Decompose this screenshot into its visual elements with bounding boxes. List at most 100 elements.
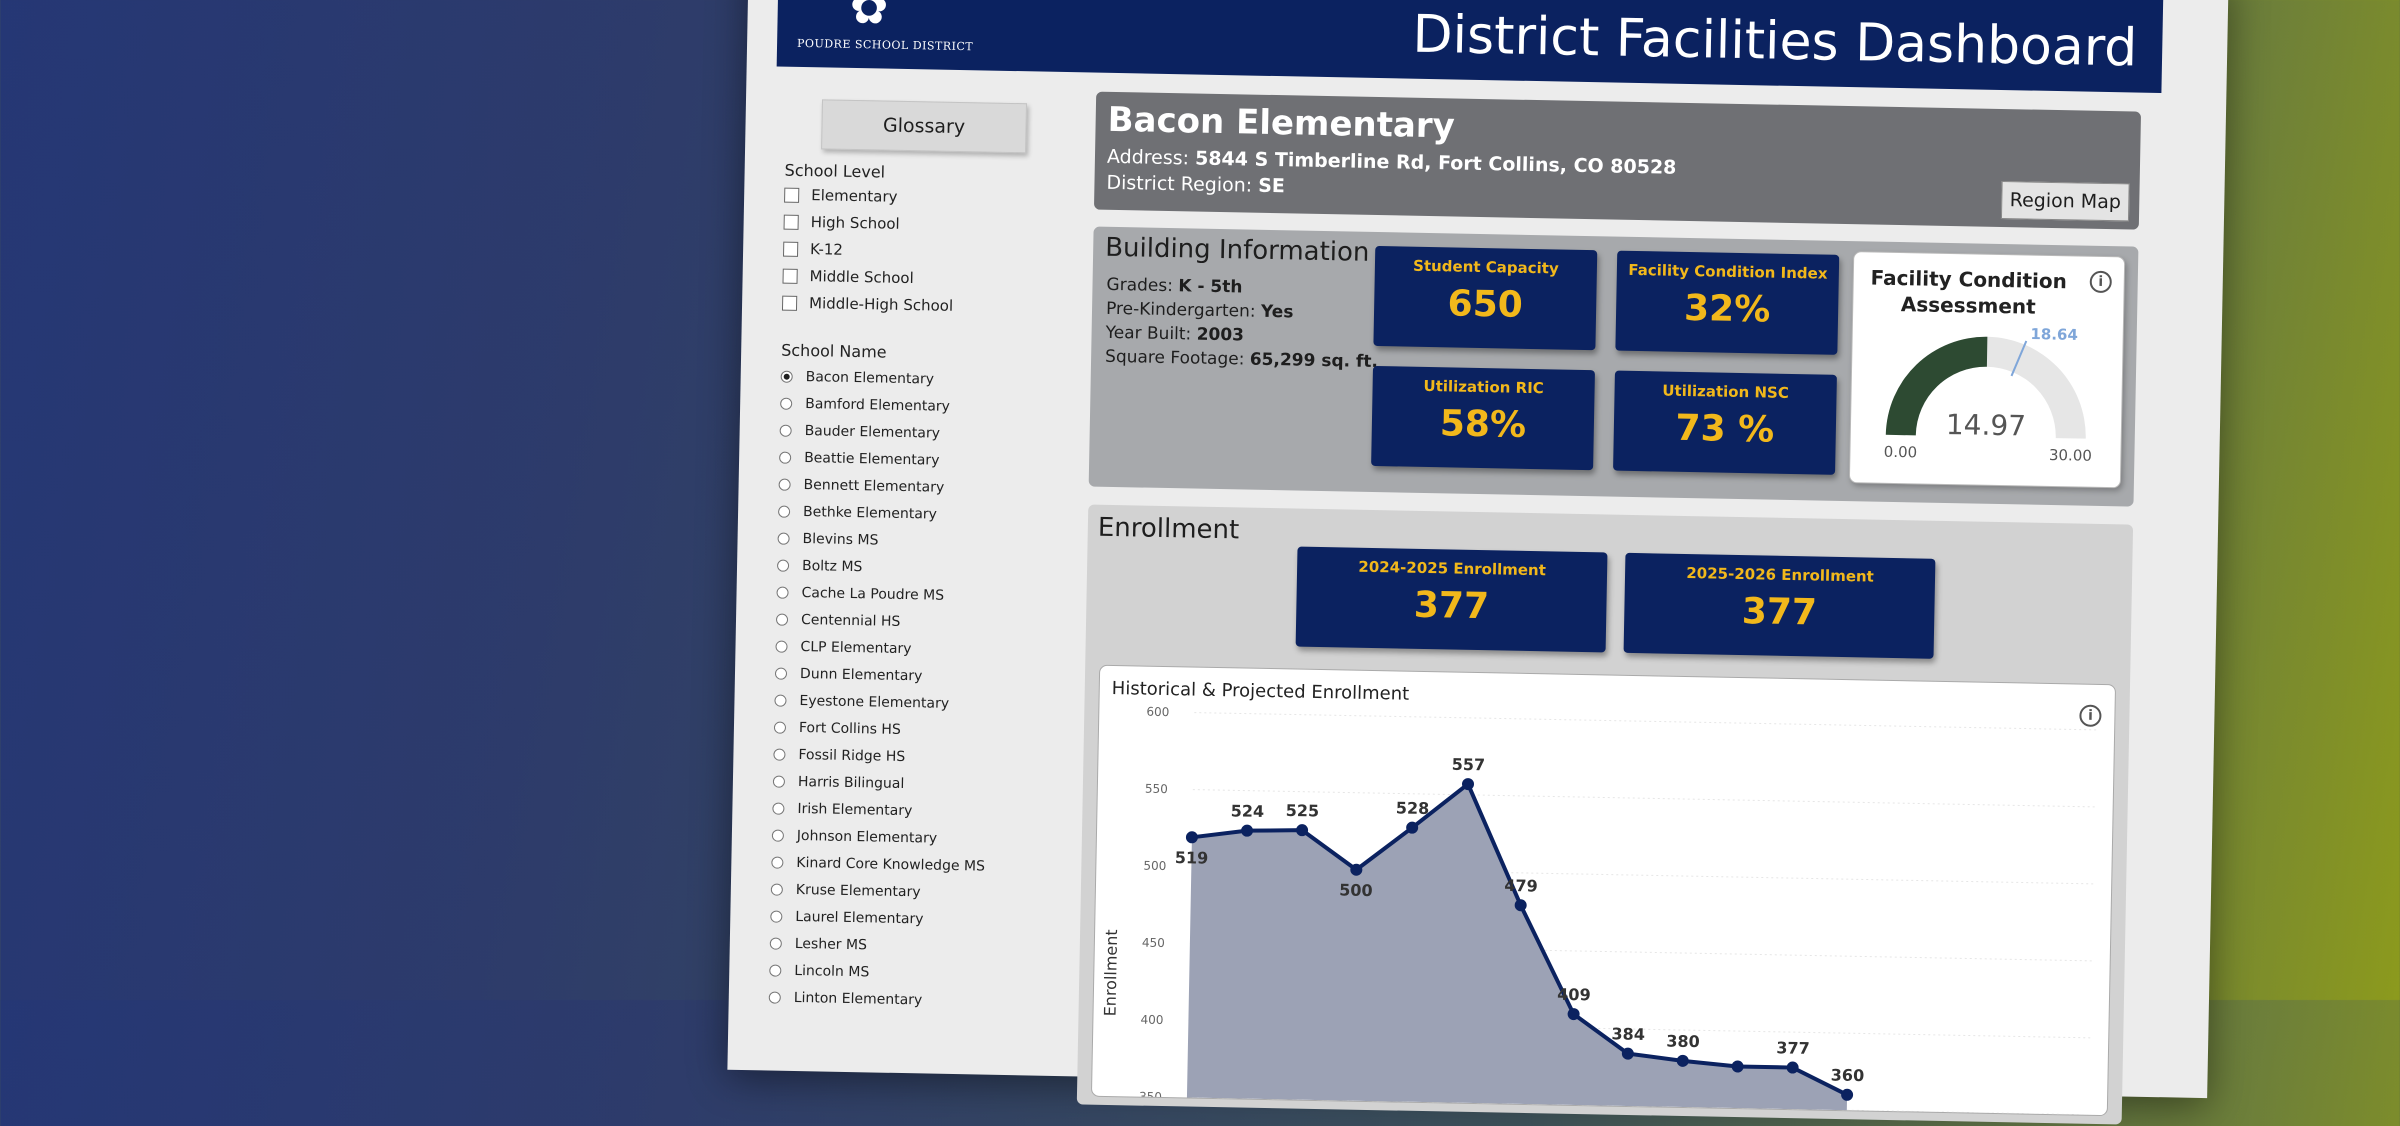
radio-button[interactable]	[779, 451, 792, 464]
glossary-button[interactable]: Glossary	[821, 99, 1027, 154]
radio-button[interactable]	[775, 640, 788, 653]
radio-button[interactable]	[776, 586, 789, 599]
school-name-option[interactable]: Fossil Ridge HS	[773, 746, 906, 766]
leaf-logo-icon: ✿	[849, 0, 889, 35]
school-name-option[interactable]: Lincoln MS	[769, 962, 869, 980]
radio-button[interactable]	[774, 667, 788, 680]
radio-button[interactable]	[771, 829, 785, 842]
school-name-option[interactable]: Linton Elementary	[768, 989, 922, 1008]
facility-condition-assessment-card: Facility Condition Assessment i 18.64 14…	[1848, 251, 2126, 489]
school-name-option-label: CLP Elementary	[800, 639, 912, 658]
school-name-option[interactable]: Kruse Elementary	[770, 881, 921, 901]
header-banner: ✿ POUDRE SCHOOL DISTRICT District Facili…	[776, 0, 2164, 94]
school-card: Bacon Elementary Address: 5844 S Timberl…	[1093, 91, 2142, 230]
radio-button[interactable]	[772, 802, 785, 815]
radio-button[interactable]	[780, 397, 793, 410]
school-name-option-label: Kruse Elementary	[795, 881, 921, 901]
fci-label: Facility Condition Index	[1628, 260, 1828, 283]
radio-button[interactable]	[777, 505, 791, 518]
data-label: 519	[1175, 848, 1209, 868]
school-level-option-label: Elementary	[811, 186, 898, 206]
checkbox[interactable]	[783, 241, 799, 257]
dashboard-title: District Facilities Dashboard	[1411, 4, 2138, 79]
data-label: 524	[1231, 801, 1265, 821]
school-name-option[interactable]: Eyestone Elementary	[774, 693, 949, 712]
gauge-min-label: 0.00	[1884, 443, 1918, 462]
school-level-option[interactable]: K-12	[783, 240, 843, 259]
data-point	[1350, 863, 1363, 876]
school-name-option[interactable]: Boltz MS	[776, 558, 863, 575]
region-map-button[interactable]: Region Map	[2000, 180, 2130, 222]
gauge-max-label: 30.00	[2049, 446, 2092, 465]
school-name-option[interactable]: Beattie Elementary	[779, 450, 940, 469]
school-name-option[interactable]: Dunn Elementary	[774, 666, 923, 685]
radio-button[interactable]	[768, 991, 781, 1004]
square-footage-line: Square Footage: 65,299 sq. ft.	[1105, 347, 1378, 372]
school-name-option[interactable]: Cache La Poudre MS	[776, 585, 944, 604]
radio-button[interactable]	[779, 424, 792, 437]
school-name-option-label: Johnson Elementary	[796, 827, 938, 847]
school-name-option[interactable]: Bamford Elementary	[780, 396, 950, 415]
district-logo: ✿ POUDRE SCHOOL DISTRICT	[797, 0, 973, 54]
school-name-option[interactable]: Bennett Elementary	[778, 477, 944, 496]
data-label: 528	[1396, 798, 1430, 818]
school-name-option[interactable]: Harris Bilingual	[772, 774, 904, 792]
school-name-option[interactable]: Irish Elementary	[772, 800, 913, 820]
data-label: 409	[1557, 985, 1591, 1005]
radio-button[interactable]	[776, 559, 790, 572]
radio-button[interactable]	[777, 532, 790, 545]
school-name-option[interactable]: Lesher MS	[769, 935, 867, 953]
building-information-panel: Building Information Grades: K - 5th Pre…	[1088, 226, 2139, 507]
school-name-option[interactable]: Bacon Elementary	[780, 369, 935, 388]
school-name-option[interactable]: Johnson Elementary	[771, 827, 938, 847]
data-label: 377	[1776, 1038, 1810, 1058]
school-name-option[interactable]: Bethke Elementary	[777, 504, 937, 523]
checkbox[interactable]	[784, 187, 800, 203]
radio-button[interactable]	[770, 910, 783, 923]
radio-button[interactable]	[780, 370, 793, 383]
school-name-option[interactable]: Laurel Elementary	[770, 908, 924, 927]
prek-label: Pre-Kindergarten:	[1105, 298, 1256, 322]
logo-text: POUDRE SCHOOL DISTRICT	[796, 36, 974, 54]
radio-button[interactable]	[775, 613, 789, 626]
school-level-option[interactable]: Elementary	[784, 186, 898, 206]
radio-button[interactable]	[773, 721, 787, 734]
school-name-option[interactable]: CLP Elementary	[775, 639, 912, 658]
data-point	[1406, 821, 1419, 834]
y-tick-label: 350	[1139, 1090, 1162, 1104]
grades-value: K - 5th	[1178, 276, 1243, 298]
school-name-option-label: Bacon Elementary	[805, 369, 935, 388]
radio-button[interactable]	[771, 856, 784, 869]
dashboard-page: ✿ POUDRE SCHOOL DISTRICT District Facili…	[727, 0, 2229, 1125]
checkbox[interactable]	[781, 295, 798, 311]
radio-button[interactable]	[774, 694, 787, 707]
checkbox[interactable]	[782, 268, 798, 284]
school-name-option-label: Fossil Ridge HS	[798, 746, 906, 766]
school-level-option[interactable]: Middle-High School	[781, 294, 953, 315]
school-name-option[interactable]: Centennial HS	[775, 612, 901, 630]
utilization-nsc-card: Utilization NSC 73 %	[1613, 370, 1837, 475]
enrollment-2024-value: 377	[1413, 584, 1490, 628]
enrollment-chart-card: Historical & Projected Enrollment i 600 5…	[1090, 664, 2117, 1117]
school-level-option[interactable]: High School	[783, 213, 900, 233]
school-name-option-label: Fort Collins HS	[798, 720, 901, 738]
school-name-option-label: Laurel Elementary	[795, 908, 924, 928]
school-name-option-label: Dunn Elementary	[799, 666, 923, 685]
school-name-title: School Name	[781, 340, 887, 362]
y-axis-label: Enrollment	[1100, 929, 1121, 1016]
radio-button[interactable]	[778, 478, 791, 491]
radio-button[interactable]	[773, 748, 786, 761]
school-name-option[interactable]: Kinard Core Knowledge MS	[771, 854, 985, 875]
radio-button[interactable]	[772, 775, 786, 788]
radio-button[interactable]	[769, 937, 782, 950]
utilization-nsc-label: Utilization NSC	[1662, 381, 1789, 402]
fca-info-icon[interactable]: i	[2089, 270, 2112, 294]
radio-button[interactable]	[769, 964, 782, 977]
school-name-option-label: Irish Elementary	[797, 800, 913, 820]
checkbox[interactable]	[783, 214, 799, 230]
school-name-option[interactable]: Bauder Elementary	[779, 423, 940, 442]
radio-button[interactable]	[770, 883, 783, 896]
school-name-option[interactable]: Fort Collins HS	[773, 720, 901, 738]
school-name-option[interactable]: Blevins MS	[777, 531, 879, 548]
school-level-option[interactable]: Middle School	[782, 267, 914, 287]
